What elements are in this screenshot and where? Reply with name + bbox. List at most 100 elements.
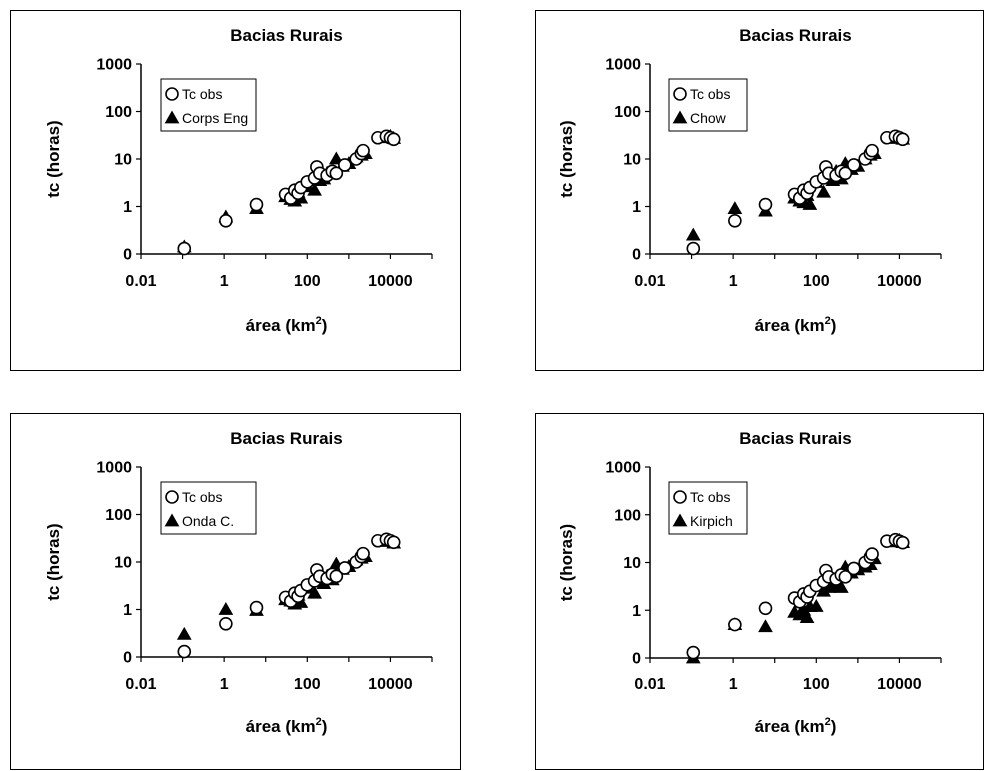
y-tick-label: 100 — [614, 507, 641, 524]
data-point-circle — [249, 600, 264, 615]
data-point-circle — [356, 546, 370, 561]
y-tick-label: 100 — [105, 104, 132, 121]
y-tick-label: 1 — [632, 603, 641, 620]
legend-label: Corps Eng — [182, 110, 248, 126]
data-point-triangle — [816, 184, 831, 198]
data-point-triangle — [758, 619, 773, 633]
legend: Tc obs Onda C. — [160, 481, 257, 535]
legend-triangle-icon — [672, 110, 688, 124]
chart-svg: Bacias Rurais 0 1 10 100 1000 0.01 1 100 10000 áre… — [44, 429, 433, 736]
chart-kirpich: Bacias Rurais 0 1 10 100 1000 0.01 1 100 10000 áre… — [535, 413, 984, 770]
chart-svg: Bacias Rurais 0 1 10 100 1000 0.01 1 100 10000 áre… — [557, 26, 942, 335]
y-tick-label: 0 — [632, 247, 641, 264]
legend-circle-icon — [673, 490, 687, 504]
chart-title: Bacias Rurais — [230, 429, 342, 448]
data-point-triangle — [685, 227, 701, 241]
y-tick-label: 0 — [632, 651, 641, 668]
data-point-circle — [865, 143, 879, 158]
legend-label: Kirpich — [690, 513, 733, 529]
y-tick-label: 10 — [114, 152, 132, 169]
data-point-circle — [338, 561, 352, 575]
chart-onda-c: Bacias Rurais 0 1 10 100 1000 0.01 1 100 10000 áre… — [10, 413, 461, 770]
legend-label: Tc obs — [690, 86, 730, 102]
y-tick-label: 1000 — [96, 460, 132, 477]
y-tick-label: 10 — [623, 555, 641, 572]
data-point-circle — [758, 197, 773, 212]
data-point-triangle — [307, 585, 322, 599]
legend-circle-icon — [673, 87, 687, 101]
x-axis-label: área (km2) — [246, 315, 328, 335]
x-tick-label: 0.01 — [125, 676, 156, 693]
y-axis-label: tc (horas) — [44, 120, 63, 197]
y-axis-label: tc (horas) — [557, 524, 576, 601]
chart-svg: Bacias Rurais 0 1 10 100 1000 0.01 1 100 10000 áre… — [557, 429, 942, 736]
data-point-triangle — [802, 197, 818, 210]
data-point-circle — [338, 158, 352, 172]
data-point-circle — [758, 601, 773, 616]
x-tick-label: 1 — [729, 676, 738, 693]
data-point-circle — [329, 569, 344, 584]
chart-corps-eng: Bacias Rurais 0 1 10 100 1000 0.01 1 100 10000 áre… — [10, 10, 461, 371]
y-tick-label: 10 — [114, 555, 132, 572]
data-point-circle — [865, 547, 879, 561]
data-point-triangle — [727, 201, 743, 215]
x-tick-label: 1 — [729, 273, 738, 290]
y-tick-label: 1 — [123, 199, 132, 216]
data-point-triangle — [799, 610, 815, 624]
data-point-circle — [356, 143, 370, 158]
x-tick-label: 100 — [803, 676, 830, 693]
legend-triangle-icon — [164, 513, 180, 527]
chart-title: Bacias Rurais — [739, 26, 851, 45]
legend-triangle-icon — [164, 110, 180, 124]
x-tick-label: 100 — [803, 273, 830, 290]
legend-label: Tc obs — [690, 489, 730, 505]
data-point-circle — [895, 132, 910, 147]
y-tick-label: 1000 — [605, 57, 641, 74]
x-tick-label: 100 — [294, 676, 321, 693]
legend-label: Onda C. — [182, 513, 234, 529]
x-axis-label: área (km2) — [755, 716, 837, 736]
x-tick-label: 10000 — [368, 273, 413, 290]
x-axis-label: área (km2) — [755, 315, 837, 335]
y-tick-label: 100 — [105, 507, 132, 524]
data-point-circle — [895, 535, 910, 550]
y-tick-label: 1000 — [96, 57, 132, 74]
x-axis-label: área (km2) — [246, 716, 328, 736]
y-tick-label: 1 — [632, 199, 641, 216]
chart-chow: Bacias Rurais 0 1 10 100 1000 0.01 1 100 10000 áre… — [535, 10, 984, 371]
data-point-circle — [249, 197, 264, 212]
data-point-triangle — [307, 182, 322, 196]
data-point-circle — [386, 535, 401, 550]
data-point-circle — [728, 617, 742, 632]
x-tick-label: 1 — [220, 273, 229, 290]
legend: Tc obs Chow — [668, 78, 748, 132]
data-point-circle — [329, 166, 344, 181]
y-axis-label: tc (horas) — [44, 523, 63, 600]
data-point-circle — [728, 213, 742, 228]
x-tick-label: 10000 — [368, 676, 413, 693]
data-point-triangle — [176, 626, 192, 640]
data-point-triangle — [808, 598, 824, 612]
y-tick-label: 0 — [123, 650, 132, 667]
legend: Tc obs Corps Eng — [160, 78, 257, 132]
y-tick-label: 10 — [623, 152, 641, 169]
data-point-circle — [177, 241, 192, 256]
legend-label: Chow — [690, 110, 727, 126]
legend-circle-icon — [165, 490, 179, 504]
x-tick-label: 0.01 — [634, 273, 665, 290]
x-tick-label: 0.01 — [634, 676, 665, 693]
data-point-circle — [686, 241, 701, 256]
data-point-circle — [219, 616, 233, 631]
data-point-circle — [386, 132, 401, 147]
data-point-circle — [219, 213, 233, 228]
data-point-circle — [686, 645, 701, 660]
data-point-circle — [177, 644, 192, 659]
y-tick-label: 100 — [614, 104, 641, 121]
x-tick-label: 10000 — [877, 273, 922, 290]
legend-label: Tc obs — [182, 86, 222, 102]
y-tick-label: 0 — [123, 247, 132, 264]
legend-label: Tc obs — [182, 489, 222, 505]
legend-circle-icon — [165, 87, 179, 101]
data-point-triangle — [833, 579, 849, 593]
legend: Tc obs Kirpich — [668, 481, 748, 535]
